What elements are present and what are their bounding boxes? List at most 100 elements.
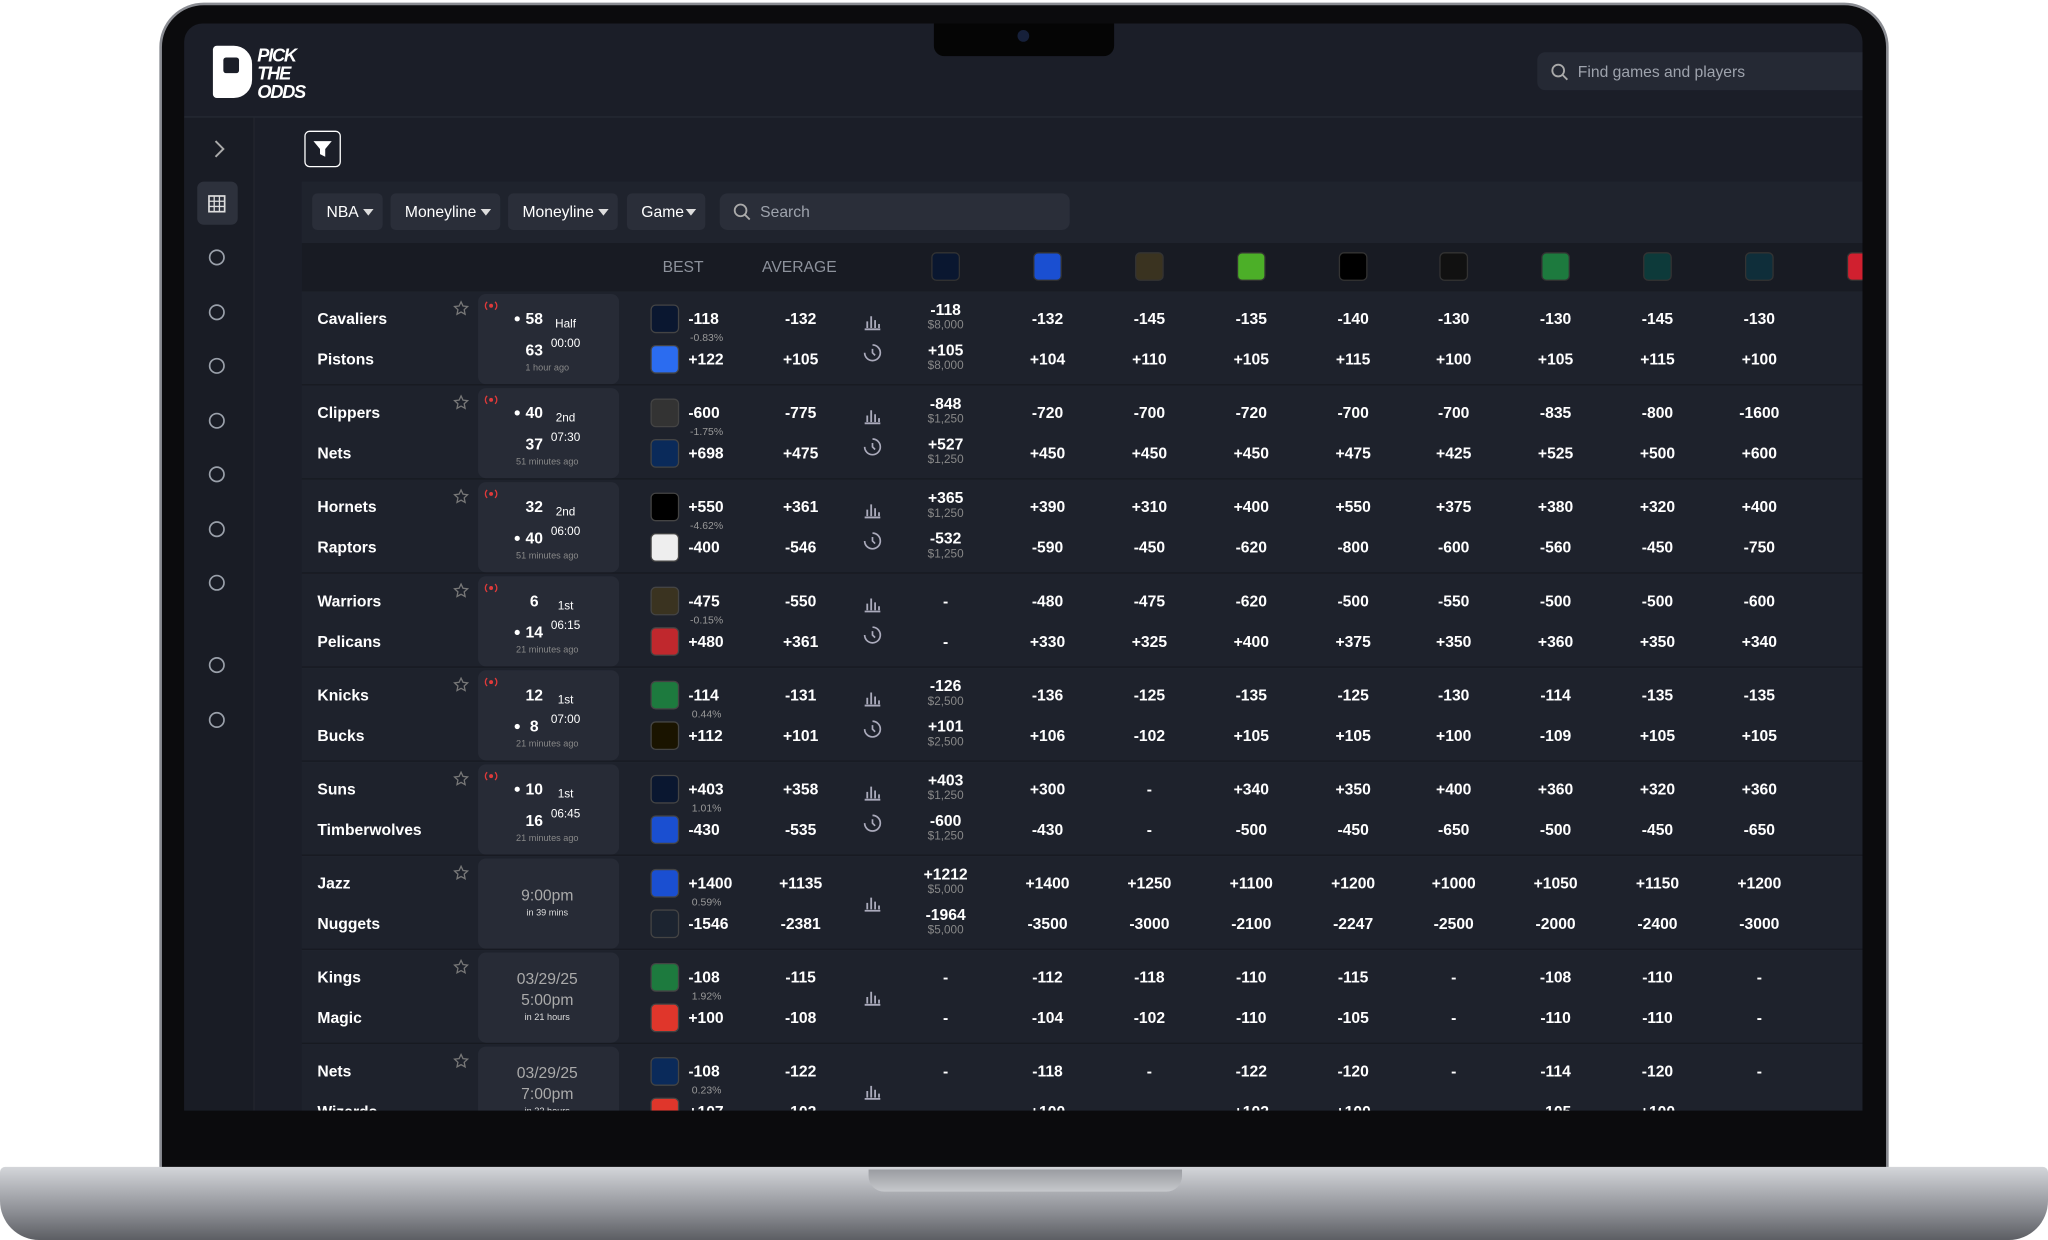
book-odds: +450 — [1131, 444, 1168, 463]
book-odds: -135 — [1743, 685, 1776, 705]
sportsbook-logo[interactable] — [1338, 252, 1368, 281]
live-indicator — [484, 677, 498, 687]
average-odds: +358 — [782, 780, 819, 799]
live-indicator — [484, 583, 498, 593]
history-icon — [863, 438, 882, 456]
best-odds: +107 — [688, 1104, 723, 1111]
book-odds: +1050 — [1533, 874, 1578, 893]
best-book-logo — [650, 868, 680, 898]
status-box — [478, 670, 620, 761]
game-clock: 06:15 — [550, 618, 581, 632]
sportsbook-logo[interactable] — [1541, 252, 1570, 281]
history-icon — [863, 626, 882, 644]
book-odds: -110 — [1642, 968, 1673, 987]
filter-button[interactable] — [304, 130, 341, 168]
team-name: Timberwolves — [317, 820, 422, 839]
featured-odds: +403 — [927, 770, 964, 790]
score: 40 — [525, 403, 543, 423]
book-odds: -125 — [1337, 685, 1369, 705]
team-name: Suns — [317, 780, 356, 799]
period: 1st — [557, 787, 574, 801]
game-time: 9:00pm — [521, 885, 574, 905]
team-name: Raptors — [317, 538, 377, 557]
sidebar-icon — [208, 574, 225, 591]
team-name: Warriors — [317, 591, 382, 611]
live-indicator — [484, 395, 498, 405]
best-book-logo — [650, 533, 680, 562]
book-odds: -108 — [1539, 968, 1572, 987]
dropdown-label: Game — [641, 202, 684, 221]
dropdown[interactable] — [508, 193, 618, 230]
best-book-logo — [650, 1003, 680, 1033]
average-odds: +475 — [782, 444, 819, 463]
book-odds: -110 — [1236, 968, 1267, 987]
sportsbook-logo[interactable] — [1643, 252, 1672, 281]
book-odds: -480 — [1031, 591, 1064, 611]
best-odds: +1400 — [688, 874, 733, 893]
status-box — [478, 576, 620, 667]
sportsbook-logo[interactable] — [1135, 252, 1164, 281]
sidebar-icon — [208, 195, 226, 213]
featured-odds: - — [943, 632, 949, 651]
book-odds: +300 — [1029, 780, 1066, 799]
period: 2nd — [555, 505, 576, 519]
book-odds: +400 — [1741, 497, 1777, 517]
book-odds: - — [1146, 820, 1152, 839]
sportsbook-logo[interactable] — [1744, 252, 1774, 281]
book-odds: -2247 — [1333, 914, 1374, 933]
favorite-star — [453, 300, 469, 316]
global-search[interactable] — [1537, 52, 1863, 91]
table-search[interactable] — [719, 193, 1070, 230]
book-odds: -130 — [1438, 309, 1470, 328]
best-odds: -108 — [688, 968, 720, 987]
best-odds: +112 — [688, 726, 723, 745]
dropdown[interactable] — [390, 193, 501, 230]
book-odds: -110 — [1642, 1008, 1673, 1028]
featured-odds: -126 — [929, 676, 962, 696]
sidebar-active[interactable] — [197, 181, 238, 225]
book-odds: -700 — [1133, 403, 1166, 423]
book-odds: +105 — [1233, 726, 1269, 745]
book-odds: -122 — [1235, 1062, 1267, 1081]
column-header: BEST — [662, 257, 704, 276]
favorite-star — [453, 864, 469, 880]
best-book-logo — [650, 439, 680, 468]
best-odds: +480 — [688, 632, 724, 651]
book-odds: +106 — [1029, 726, 1066, 745]
book-odds: -125 — [1133, 685, 1166, 705]
book-odds: -3000 — [1739, 914, 1780, 933]
book-odds: -450 — [1337, 820, 1369, 839]
book-odds: -114 — [1540, 1062, 1571, 1081]
book-odds: +360 — [1537, 632, 1574, 651]
chart-icon — [864, 897, 881, 912]
bet-limit: $5,000 — [927, 882, 964, 896]
book-odds: -105 — [1540, 1104, 1571, 1111]
live-indicator — [484, 301, 498, 311]
book-odds: -118 — [1134, 968, 1165, 987]
chart-icon — [864, 692, 881, 707]
sportsbook-logo[interactable] — [1236, 252, 1266, 281]
team-name: Bucks — [317, 726, 365, 745]
possession-dot — [514, 786, 520, 792]
book-odds: +450 — [1233, 444, 1269, 463]
sportsbook-logo[interactable] — [1439, 252, 1469, 281]
best-odds: +100 — [688, 1008, 724, 1028]
sportsbook-logo[interactable] — [931, 252, 960, 281]
book-odds: +380 — [1537, 497, 1574, 517]
book-odds: -450 — [1641, 538, 1674, 557]
average-odds: +1135 — [779, 874, 823, 893]
sportsbook-logo[interactable] — [1846, 252, 1863, 281]
book-odds: -750 — [1743, 538, 1776, 557]
score: 6 — [529, 591, 539, 611]
average-odds: -535 — [784, 820, 817, 839]
sportsbook-logo[interactable] — [1033, 252, 1062, 281]
status-box — [478, 1046, 620, 1111]
book-odds: -120 — [1337, 1062, 1369, 1081]
book-odds: +500 — [1639, 444, 1676, 463]
best-edge: 0.59% — [691, 896, 722, 909]
starts-in: in 39 mins — [526, 908, 569, 918]
book-odds: -132 — [1031, 309, 1064, 328]
book-odds: - — [1756, 1008, 1762, 1028]
featured-odds: +365 — [927, 488, 964, 507]
favorite-star — [453, 959, 469, 975]
